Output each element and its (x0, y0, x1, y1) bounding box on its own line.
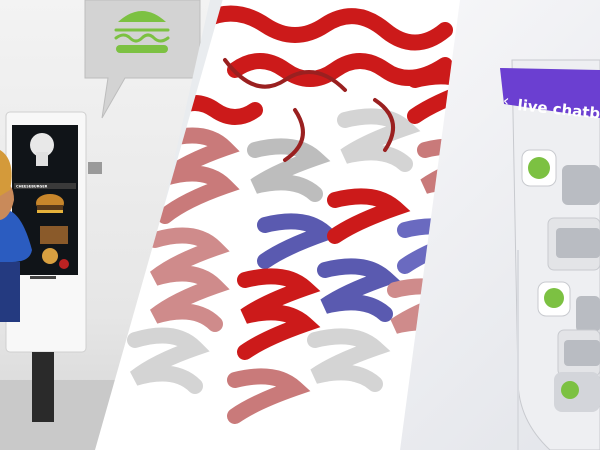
loops (223, 58, 395, 162)
helix-red-top (167, 5, 453, 125)
kiosk: CHEESEBURGER (5, 111, 102, 422)
chat-message-row (547, 217, 600, 271)
chat-window: ‹ live chatbot (500, 59, 600, 450)
helix-column-3 (307, 108, 421, 392)
chat-message-row (557, 329, 600, 377)
chat-header (500, 68, 600, 118)
user-icon (561, 381, 579, 399)
chevron-left-icon[interactable]: ‹ (502, 91, 510, 111)
user-icon (528, 157, 550, 179)
user-icon (544, 288, 564, 308)
burger-icon (114, 11, 170, 53)
chat-input-row[interactable] (554, 372, 600, 412)
chat-message-row (521, 149, 600, 205)
customer (0, 150, 32, 322)
speech-bubble (84, 0, 201, 119)
chat-message-row (537, 281, 600, 332)
kiosk-screen-header: CHEESEBURGER (16, 185, 48, 189)
helix-column-2 (227, 138, 341, 424)
